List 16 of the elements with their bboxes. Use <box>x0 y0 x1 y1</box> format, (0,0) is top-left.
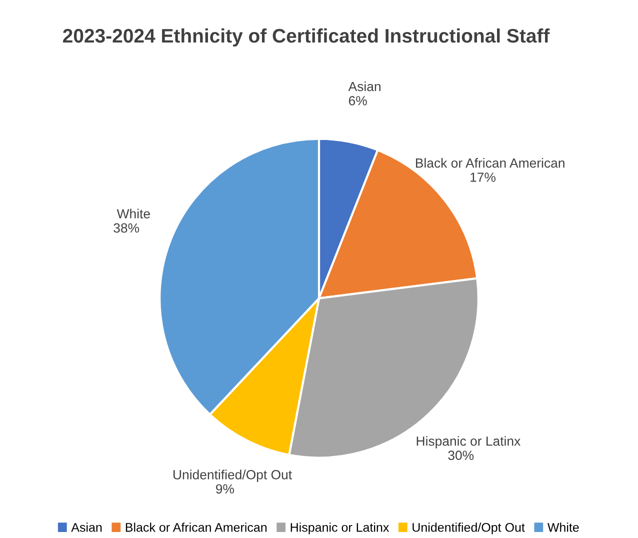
slice-label: Hispanic or Latinx <box>416 436 520 448</box>
data-label: 6% <box>348 96 367 106</box>
slice-label: Unidentified/Opt Out <box>174 470 292 482</box>
legend-label: Hispanic or Latinx <box>290 522 390 534</box>
legend-label: Black or African American <box>126 522 267 532</box>
slice-label: Black or African American <box>416 158 564 168</box>
legend-label: White <box>547 522 579 532</box>
data-label: 9% <box>216 484 234 494</box>
legend-label: Unidentified/Opt Out <box>412 522 525 534</box>
data-label: 38% <box>114 223 140 233</box>
slice-label: Asian <box>348 81 380 92</box>
slice-label: White <box>116 208 150 218</box>
data-label: 30% <box>448 450 474 460</box>
data-label: 17% <box>470 172 496 182</box>
chart-title: 2023-2024 Ethnicity of Certificated Instructional Staff <box>63 28 550 47</box>
legend-label: Asian <box>71 522 102 532</box>
